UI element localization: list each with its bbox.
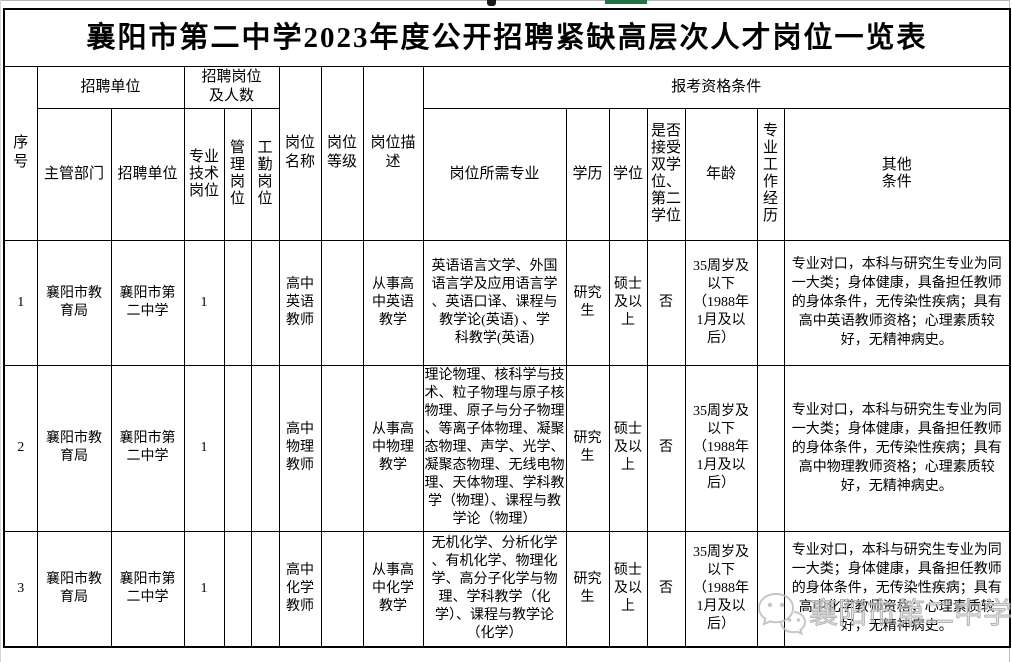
cell-post-name: 高中 物理 教师 [278, 364, 322, 532]
cell-degree: 硕士 及以 上 [608, 530, 648, 648]
cell-post-name: 高中 英语 教师 [278, 239, 322, 366]
cell-work-experience [756, 530, 785, 648]
table-row: 1 襄阳市教 育局 襄阳市第 二中学 1 高中 英语 教师 从事高 中英语 教学… [3, 239, 1011, 366]
cell-recruit-unit: 襄阳市第 二中学 [110, 239, 185, 366]
title-row: 襄阳市第二中学2023年度公开招聘紧缺高层次人才岗位一览表 [3, 8, 1011, 67]
cell-management-post [223, 239, 252, 366]
cell-seq: 3 [3, 530, 38, 648]
header-recruit-unit-group: 招聘单位 [36, 65, 185, 109]
cell-post-level [320, 530, 364, 648]
table-row: 2 襄阳市教 育局 襄阳市第 二中学 1 高中 物理 教师 从事高 中物理 教学… [3, 364, 1011, 532]
header-professional-post: 专业 技术 岗位 [183, 107, 225, 241]
header-age: 年龄 [684, 107, 758, 241]
cell-major: 理论物理、核科学与技 术、粒子物理与原子核 物理、原子与分子物理 、等离子体物理… [422, 364, 567, 532]
header-recruit-unit: 招聘单位 [110, 107, 185, 241]
page-title: 襄阳市第二中学2023年度公开招聘紧缺高层次人才岗位一览表 [3, 8, 1011, 67]
header-post-desc: 岗位描 述 [362, 65, 424, 241]
cell-post-desc: 从事高 中化学 教学 [362, 530, 424, 648]
header-seq: 序号 [3, 65, 38, 241]
cell-post-level [320, 364, 364, 532]
cell-education: 研究 生 [565, 364, 610, 532]
cell-seq: 2 [3, 364, 38, 532]
cell-management-post [223, 364, 252, 532]
cell-recruit-unit: 襄阳市第 二中学 [110, 530, 185, 648]
cell-labor-post [250, 364, 280, 532]
recruitment-table: 襄阳市第二中学2023年度公开招聘紧缺高层次人才岗位一览表 序号 招聘单位 招聘… [3, 8, 1012, 648]
cell-age: 35周岁及 以下 （1988年 1月及以 后） [684, 530, 758, 648]
header-management-post: 管 理 岗 位 [223, 107, 252, 241]
cell-major: 无机化学、分析化学 、有机化学、物理化 学、高分子化学与物 理、学科教学（化 学… [422, 530, 567, 648]
header-post-name: 岗位 名称 [278, 65, 322, 241]
cell-supervisor-dept: 襄阳市教 育局 [36, 239, 112, 366]
cell-post-name: 高中 化学 教师 [278, 530, 322, 648]
cell-post-level [320, 239, 364, 366]
gridline-left [0, 0, 1, 662]
cell-age: 35周岁及 以下 （1988年 1月及以 后） [684, 364, 758, 532]
cell-other: 专业对口，本科与研究生专业为同 一大类；身体健康，具备担任教师 的身体条件，无传… [783, 239, 1011, 366]
header-degree: 学位 [608, 107, 648, 241]
cell-other: 专业对口，本科与研究生专业为同 一大类；身体健康，具备担任教师 的身体条件，无传… [783, 364, 1011, 532]
header-post-count-group: 招聘岗位 及人数 [183, 65, 280, 109]
gridline-fragment [0, 0, 1010, 1]
cell-double-degree: 否 [646, 530, 686, 648]
header-sub-row: 主管部门 招聘单位 专业 技术 岗位 管 理 岗 位 工 勤 岗 位 岗位所需专… [4, 107, 1011, 241]
header-labor-post: 工 勤 岗 位 [250, 107, 280, 241]
cell-degree: 硕士 及以 上 [608, 239, 648, 366]
header-other: 其他 条件 [783, 107, 1011, 241]
table-row: 3 襄阳市教 育局 襄阳市第 二中学 1 高中 化学 教师 从事高 中化学 教学… [3, 530, 1011, 648]
cell-professional-post: 1 [183, 239, 225, 366]
excel-green-fragment [605, 0, 647, 4]
cell-education: 研究 生 [565, 239, 610, 366]
cell-age: 35周岁及 以下 （1988年 1月及以 后） [684, 239, 758, 366]
cell-professional-post: 1 [183, 364, 225, 532]
header-work-experience: 专 业 工 作 经 历 [756, 107, 785, 241]
cell-other: 专业对口，本科与研究生专业为同 一大类；身体健康，具备担任教师 的身体条件，无传… [783, 530, 1011, 648]
cell-labor-post [250, 530, 280, 648]
header-qualification-group: 报考资格条件 [422, 65, 1011, 109]
header-supervisor-dept: 主管部门 [36, 107, 112, 241]
cell-management-post [223, 530, 252, 648]
cell-work-experience [756, 239, 785, 366]
header-major: 岗位所需专业 [422, 107, 567, 241]
cell-double-degree: 否 [646, 364, 686, 532]
cell-supervisor-dept: 襄阳市教 育局 [36, 364, 112, 532]
cell-seq: 1 [3, 239, 38, 366]
cell-degree: 硕士 及以 上 [608, 364, 648, 532]
header-education: 学历 [565, 107, 610, 241]
cell-professional-post: 1 [183, 530, 225, 648]
header-group-row: 序号 招聘单位 招聘岗位 及人数 岗位 名称 岗位 等级 岗位描 述 报考资格条… [3, 65, 1011, 241]
cell-double-degree: 否 [646, 239, 686, 366]
cell-supervisor-dept: 襄阳市教 育局 [36, 530, 112, 648]
cell-post-desc: 从事高 中物理 教学 [362, 364, 424, 532]
cell-labor-post [250, 239, 280, 366]
cell-education: 研究 生 [565, 530, 610, 648]
spreadsheet-top-edge [0, 0, 1012, 8]
cell-recruit-unit: 襄阳市第 二中学 [110, 364, 185, 532]
cell-work-experience [756, 364, 785, 532]
glyph-fragment [487, 0, 496, 6]
header-post-level: 岗位 等级 [320, 65, 364, 241]
cell-major: 英语语言文学、外国 语言学及应用语言学 、英语口译、课程与 教学论(英语) 、学… [422, 239, 567, 366]
cell-post-desc: 从事高 中英语 教学 [362, 239, 424, 366]
header-double-degree: 是否 接受 双学 位、 第二 学位 [646, 107, 686, 241]
